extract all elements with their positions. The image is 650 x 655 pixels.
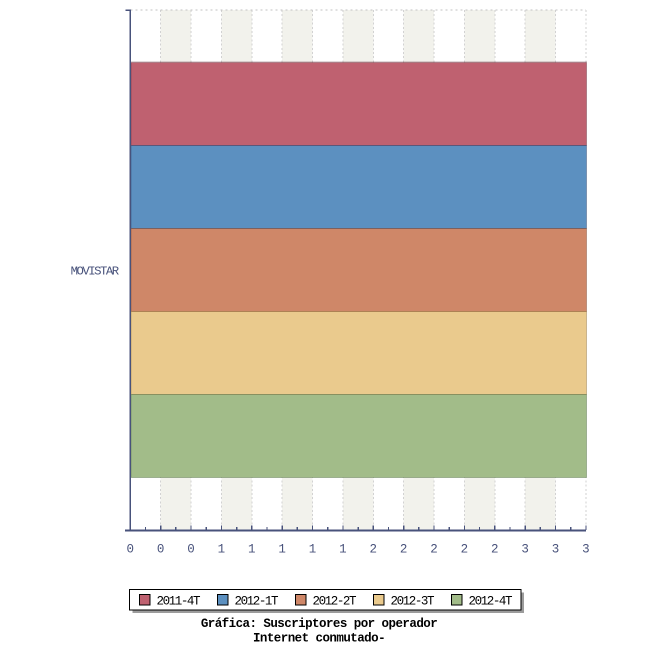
svg-text:MOVISTAR: MOVISTAR <box>71 265 120 279</box>
svg-text:3: 3 <box>582 543 590 557</box>
svg-text:Internet conmutado-: Internet conmutado- <box>253 632 385 646</box>
svg-text:2: 2 <box>400 543 408 557</box>
svg-text:Gráfica: Suscriptores por oper: Gráfica: Suscriptores por operador <box>201 617 437 631</box>
svg-text:1: 1 <box>339 543 347 557</box>
svg-text:0: 0 <box>157 543 165 557</box>
svg-text:2: 2 <box>491 543 499 557</box>
svg-text:1: 1 <box>218 543 226 557</box>
svg-text:1: 1 <box>309 543 317 557</box>
svg-text:2012-4T: 2012-4T <box>469 594 513 608</box>
svg-text:2: 2 <box>370 543 378 557</box>
svg-text:0: 0 <box>187 543 195 557</box>
svg-text:2012-3T: 2012-3T <box>391 594 435 608</box>
svg-text:2: 2 <box>430 543 438 557</box>
svg-text:3: 3 <box>521 543 529 557</box>
svg-text:0: 0 <box>127 543 135 557</box>
svg-text:2: 2 <box>461 543 469 557</box>
svg-text:1: 1 <box>278 543 286 557</box>
svg-text:1: 1 <box>248 543 256 557</box>
svg-text:3: 3 <box>552 543 560 557</box>
svg-text:2012-1T: 2012-1T <box>235 594 279 608</box>
svg-text:2012-2T: 2012-2T <box>313 594 357 608</box>
svg-text:2011-4T: 2011-4T <box>157 594 201 608</box>
